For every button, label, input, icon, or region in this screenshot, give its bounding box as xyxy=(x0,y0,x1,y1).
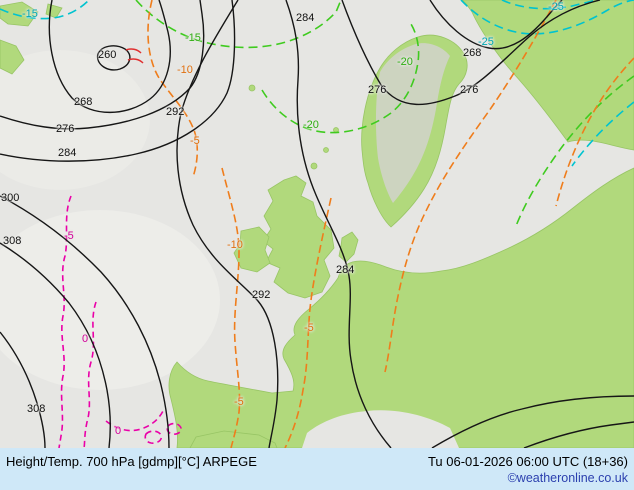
height-contour-label: 260 xyxy=(98,49,117,61)
temp-contour-label: -5 xyxy=(64,230,74,242)
temp-contour-orange xyxy=(555,57,634,207)
height-contour-label: 308 xyxy=(3,235,22,247)
temp-contour-green xyxy=(515,75,634,227)
footer-row-main: Height/Temp. 700 hPa [gdmp][°C] ARPEGE T… xyxy=(6,454,628,470)
height-contours xyxy=(0,0,634,448)
height-contour-bottom-right xyxy=(431,395,634,448)
height-contour-276 xyxy=(0,0,205,130)
height-contour-label: 284 xyxy=(58,147,77,159)
red-contour-fragment xyxy=(125,48,144,64)
height-contour-268 xyxy=(48,0,171,114)
temp-contour-label: -20 xyxy=(397,56,413,68)
height-contour-label: 276 xyxy=(368,84,387,96)
temp-contours-orange xyxy=(147,0,634,448)
product-title: Height/Temp. 700 hPa [gdmp][°C] ARPEGE xyxy=(6,454,257,469)
footer-row-copyright: ©weatheronline.co.uk xyxy=(6,470,628,486)
temp-contour-label: -5 xyxy=(234,396,244,408)
height-contour-label: 308 xyxy=(27,403,46,415)
height-contour-label: 276 xyxy=(460,84,479,96)
faroe-isles xyxy=(248,84,256,92)
temp-contour-label: -15 xyxy=(185,32,201,44)
temp-contour-label: -15 xyxy=(22,8,38,20)
height-contour-label: 292 xyxy=(166,106,185,118)
map-svg xyxy=(0,0,634,448)
coastline-ireland xyxy=(233,226,271,273)
map-area: 284 260 268 276 284 292 276 268 276 300 … xyxy=(0,0,634,448)
temp-contour-label: 0 xyxy=(82,333,89,345)
coastline-iceland xyxy=(0,39,25,75)
temp-contour-label: -10 xyxy=(177,64,193,76)
height-contour-label: 292 xyxy=(252,289,271,301)
coastline-great-britain xyxy=(262,175,335,299)
height-contour-label: 268 xyxy=(463,47,482,59)
coastline-iceland xyxy=(0,1,39,27)
temp-contour-label: 0 xyxy=(115,425,122,437)
coastline-north-africa xyxy=(189,430,278,448)
temp-contour-cyan xyxy=(501,0,597,10)
height-contour-292 xyxy=(176,0,279,448)
temp-contour-orange xyxy=(284,197,332,448)
temp-contour-magenta-loop xyxy=(144,430,163,444)
valid-datetime: Tu 06-01-2026 06:00 UTC (18+36) xyxy=(427,454,628,469)
height-contour-label: 284 xyxy=(296,12,315,24)
footer-bar: Height/Temp. 700 hPa [gdmp][°C] ARPEGE T… xyxy=(0,448,634,490)
temp-contour-label: -5 xyxy=(304,322,314,334)
temp-contour-magenta xyxy=(105,410,164,432)
sea-highlight xyxy=(0,210,220,390)
temp-contour-label: -5 xyxy=(190,135,200,147)
temp-contours-green xyxy=(135,0,634,227)
height-contour-308 xyxy=(0,331,46,448)
sea-highlight xyxy=(0,50,150,190)
height-contour-label: 284 xyxy=(336,264,355,276)
height-contour-308 xyxy=(0,242,112,448)
height-contour-300 xyxy=(0,195,170,448)
temp-contour-orange xyxy=(147,0,199,178)
temp-contour-magenta xyxy=(83,301,97,448)
temp-contour-label: -25 xyxy=(478,36,494,48)
height-contour-label: 300 xyxy=(1,192,20,204)
height-contour-label: 268 xyxy=(74,96,93,108)
height-contour-284 xyxy=(0,0,236,162)
height-contour-268 xyxy=(429,0,563,50)
temp-contour-green xyxy=(135,0,342,49)
temp-contour-cyan xyxy=(460,0,634,35)
temp-contour-label: -10 xyxy=(227,239,243,251)
copyright-link[interactable]: ©weatheronline.co.uk xyxy=(507,471,628,485)
temp-contour-cyan xyxy=(0,0,90,20)
temp-contours-cyan xyxy=(0,0,634,167)
coastline-mainland-europe xyxy=(168,167,634,448)
scottish-isles xyxy=(323,147,329,153)
temp-contour-orange xyxy=(221,167,241,448)
temp-contour-green xyxy=(261,23,420,134)
temp-contour-cyan xyxy=(571,101,634,167)
height-contour-label: 276 xyxy=(56,123,75,135)
temp-contour-label: -20 xyxy=(303,119,319,131)
height-contour-284 xyxy=(285,0,392,448)
norway-mountains xyxy=(375,43,450,204)
scottish-isles xyxy=(310,162,318,170)
red-marks xyxy=(125,48,144,64)
mediterranean-sea xyxy=(302,410,459,448)
temp-contour-label: -25 xyxy=(548,1,564,13)
height-contour-bottom-right xyxy=(523,421,634,448)
height-contour-276 xyxy=(341,0,601,106)
temp-contour-orange xyxy=(384,0,557,373)
